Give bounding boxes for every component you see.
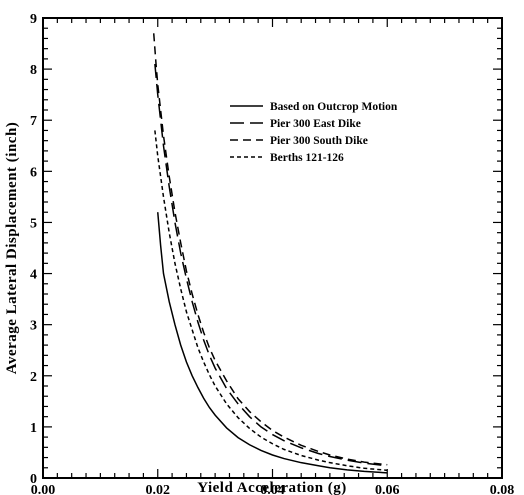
y-tick-label: 7 bbox=[30, 114, 37, 129]
series-line-4 bbox=[154, 130, 388, 472]
legend-label-3: Pier 300 South Dike bbox=[270, 135, 368, 147]
y-tick-label: 6 bbox=[30, 165, 37, 180]
y-tick-label: 2 bbox=[30, 370, 37, 385]
x-tick-label: 0.02 bbox=[146, 483, 171, 495]
x-tick-label: 0.08 bbox=[490, 483, 515, 495]
y-tick-label: 3 bbox=[30, 319, 37, 334]
y-tick-label: 9 bbox=[30, 12, 37, 27]
plot-frame bbox=[42, 17, 503, 479]
y-tick-label: 5 bbox=[30, 216, 37, 231]
x-axis-label: Yield Acceleration (g) bbox=[197, 480, 347, 495]
legend-label-2: Pier 300 East Dike bbox=[270, 118, 361, 130]
y-axis-label: Average Lateral Displacement (inch) bbox=[4, 122, 20, 375]
y-tick-label: 4 bbox=[30, 268, 37, 283]
legend: Based on Outcrop Motion Pier 300 East Dik… bbox=[230, 101, 398, 164]
series-line-3 bbox=[152, 33, 388, 466]
legend-label-4: Berths 121-126 bbox=[270, 152, 344, 164]
axis-ticks bbox=[42, 17, 503, 479]
x-tick-label: 0.00 bbox=[31, 483, 56, 495]
x-tick-label: 0.04 bbox=[260, 483, 285, 495]
tick-labels: 0.00 0.02 0.04 0.06 0.08 0 1 2 3 4 5 6 7 8 9 bbox=[30, 12, 514, 495]
y-tick-label: 8 bbox=[30, 63, 37, 78]
y-tick-label: 1 bbox=[30, 421, 37, 436]
series-line-1 bbox=[157, 212, 388, 474]
series-line-2 bbox=[154, 63, 388, 467]
x-tick-label: 0.06 bbox=[375, 483, 400, 495]
legend-label-1: Based on Outcrop Motion bbox=[270, 101, 398, 113]
y-tick-label: 0 bbox=[30, 472, 37, 487]
series-lines bbox=[152, 33, 388, 474]
